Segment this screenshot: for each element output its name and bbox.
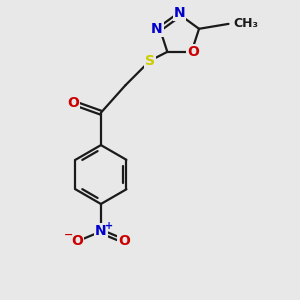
Text: CH₃: CH₃ — [233, 17, 258, 30]
Text: +: + — [105, 220, 113, 231]
Text: N: N — [174, 6, 185, 20]
Text: O: O — [188, 45, 200, 59]
Text: −: − — [64, 230, 73, 239]
Text: O: O — [68, 96, 80, 110]
Text: O: O — [71, 234, 83, 248]
Text: N: N — [151, 22, 163, 36]
Text: N: N — [95, 224, 107, 239]
Text: O: O — [118, 234, 130, 248]
Text: S: S — [145, 54, 155, 68]
